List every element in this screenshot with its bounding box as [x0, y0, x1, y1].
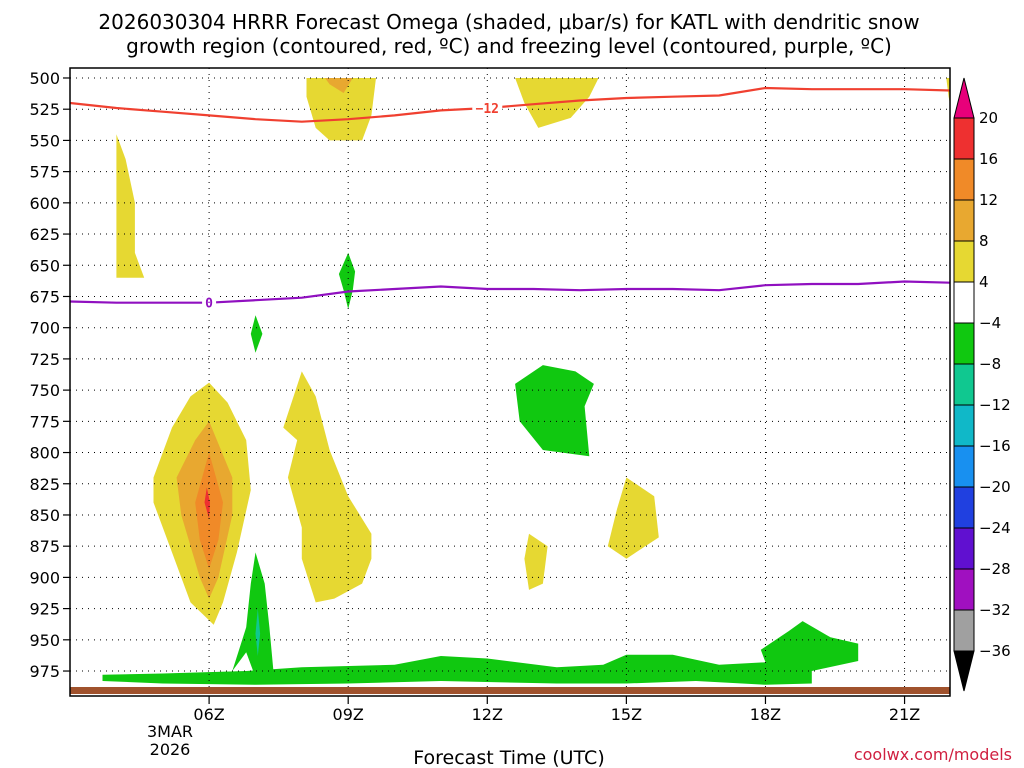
chart-title-line-1: 2026030304 HRRR Forecast Omega (shaded, … [98, 10, 919, 34]
y-tick-label-600: 600 [29, 194, 60, 213]
x-axis-title: Forecast Time (UTC) [413, 747, 604, 768]
y-tick-label-775: 775 [29, 412, 60, 431]
contour-label-dendritic-growth-minus12: −12 [476, 102, 499, 117]
y-tick-label-525: 525 [29, 100, 60, 119]
shade-yellow-1250z [524, 533, 548, 590]
colorbar-bin-8_to_12 [953, 199, 975, 242]
x-date-label-year: 2026 [150, 740, 191, 759]
x-tick-label-18Z: 18Z [750, 705, 781, 724]
contour-label-bg-dendritic-growth-minus12 [472, 99, 503, 116]
y-tick-label-950: 950 [29, 631, 60, 650]
colorbar-label-11: −28 [979, 560, 1011, 578]
colorbar-label-4: 4 [979, 273, 989, 291]
y-tick-label-625: 625 [29, 225, 60, 244]
x-tick-label-15Z: 15Z [611, 705, 642, 724]
y-tick-label-900: 900 [29, 568, 60, 587]
x-tick-label-21Z: 21Z [889, 705, 920, 724]
y-tick-label-925: 925 [29, 600, 60, 619]
colorbar-bin--4_to_4 [953, 281, 975, 324]
shade-red-0630z-core [204, 487, 210, 519]
y-tick-label-875: 875 [29, 537, 60, 556]
contour-freezing-level-0 [70, 280, 950, 304]
colorbar-label-3: 8 [979, 232, 989, 250]
shade-green-0715z [250, 315, 263, 353]
colorbar-bin--36_to_-32 [953, 609, 975, 652]
shade-yellow-top-08z [306, 78, 376, 141]
y-tick-label-700: 700 [29, 319, 60, 338]
chart-title-line-2: growth region (contoured, red, ºC) and f… [126, 34, 892, 58]
y-tick-label-750: 750 [29, 381, 60, 400]
x-axis-ticks: 06Z 09Z 12Z 15Z 18Z 21Z [193, 696, 920, 724]
colorbar-label-7: −12 [979, 396, 1011, 414]
colorbar-bin--32_to_-28 [953, 568, 975, 611]
shade-yellow-mid-04z [116, 134, 145, 278]
colorbar-label-13: −36 [979, 642, 1011, 660]
y-tick-label-800: 800 [29, 444, 60, 463]
shade-green-0915z [338, 252, 356, 309]
colorbar-label-5: −4 [979, 314, 1001, 332]
colorbar-bin--20_to_-16 [953, 445, 975, 488]
y-tick-label-850: 850 [29, 506, 60, 525]
ground-surface-bar [70, 687, 950, 694]
y-tick-label-825: 825 [29, 475, 60, 494]
x-tick-label-06Z: 06Z [193, 705, 224, 724]
contour-label-freezing-level-0: 0 [205, 297, 213, 312]
shade-yellow-1515z [607, 477, 659, 559]
colorbar: 20 16 12 8 4 −4 −8 −12 −16 −20 −24 −28 −32 −36 [953, 77, 1011, 692]
colorbar-label-10: −24 [979, 519, 1011, 537]
contour-label-bg-freezing-level-0 [202, 294, 217, 311]
colorbar-label-2: 12 [979, 191, 998, 209]
colorbar-top-arrow [953, 77, 975, 119]
omega-shaded-regions [102, 78, 950, 685]
colorbar-bin--12_to_-8 [953, 363, 975, 406]
colorbar-bin--16_to_-12 [953, 404, 975, 447]
contour-lines: −12 0 [70, 86, 950, 312]
y-tick-label-500: 500 [29, 69, 60, 88]
colorbar-bin--24_to_-20 [953, 486, 975, 529]
y-tick-label-575: 575 [29, 163, 60, 182]
y-tick-label-725: 725 [29, 350, 60, 369]
shade-green-surface-band [102, 621, 859, 685]
colorbar-bin-12_to_16 [953, 158, 975, 201]
credit-text: coolwx.com/models [854, 745, 1012, 764]
y-axis-ticks: 500 525 550 575 600 625 650 675 700 725 750 775 800 8… [29, 69, 70, 681]
x-tick-label-09Z: 09Z [333, 705, 364, 724]
shade-orange-top-08z [325, 78, 353, 93]
colorbar-label-0: 20 [979, 109, 998, 127]
y-tick-label-550: 550 [29, 131, 60, 150]
shade-teal-0715z-low [255, 608, 261, 656]
colorbar-bin-4_to_8 [953, 240, 975, 283]
plot-frame [69, 67, 951, 697]
colorbar-label-8: −16 [979, 437, 1011, 455]
y-tick-label-975: 975 [29, 662, 60, 681]
colorbar-bin-16_to_20 [953, 117, 975, 160]
colorbar-label-1: 16 [979, 150, 998, 168]
colorbar-bin--28_to_-24 [953, 527, 975, 570]
colorbar-bottom-arrow [953, 650, 975, 692]
y-tick-label-675: 675 [29, 287, 60, 306]
shade-yellow-0830z [283, 371, 372, 603]
colorbar-label-6: −8 [979, 355, 1001, 373]
shade-green-1230z [515, 365, 594, 457]
y-tick-label-650: 650 [29, 256, 60, 275]
shade-green-0715z-low [232, 552, 274, 678]
colorbar-bin--8_to_-4 [953, 322, 975, 365]
x-date-label-day: 3MAR [147, 722, 193, 741]
x-tick-label-12Z: 12Z [472, 705, 503, 724]
colorbar-label-9: −20 [979, 478, 1011, 496]
colorbar-label-12: −32 [979, 601, 1011, 619]
contour-dendritic-growth-minus12 [70, 86, 950, 123]
